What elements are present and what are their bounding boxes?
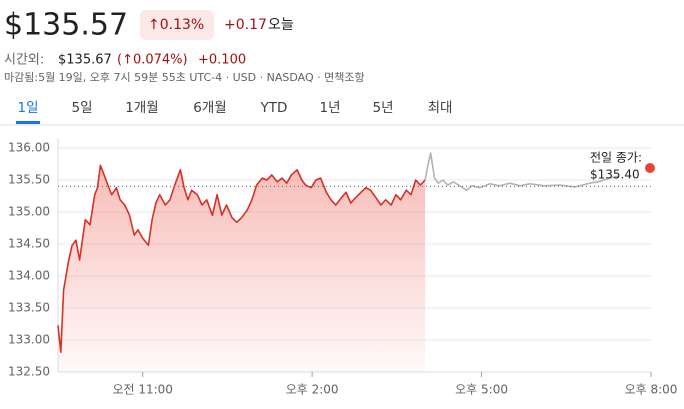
y-tick-label: 134.00 [8, 269, 50, 283]
x-tick-label: 오전 11:00 [112, 383, 172, 397]
y-tick-label: 133.00 [8, 333, 50, 347]
y-tick-label: 136.00 [8, 141, 50, 155]
after-hours-label: 시간외: [4, 53, 44, 68]
change-period: 오늘 [268, 17, 294, 33]
after-hours-change-percent: (↑0.074%) [117, 53, 188, 68]
after-hours-change: +0.100 [198, 53, 246, 68]
live-dot [645, 163, 655, 173]
after-hours-price: $135.67 [58, 53, 112, 68]
y-tick-label: 135.00 [8, 205, 50, 219]
price: $135.57 [4, 8, 128, 43]
tab[interactable]: 5일 [71, 100, 92, 116]
tab[interactable]: 1년 [319, 100, 340, 116]
tab-underline [16, 121, 40, 124]
previous-close-value: $135.40 [590, 168, 640, 182]
y-tick-label: 134.50 [8, 237, 50, 251]
x-tick-label: 오후 8:00 [625, 383, 678, 397]
y-tick-label: 133.50 [8, 301, 50, 315]
area-fill [58, 165, 426, 372]
tab[interactable]: 1일 [17, 100, 38, 116]
tab[interactable]: 5년 [372, 100, 393, 116]
tab[interactable]: YTD [260, 100, 288, 116]
change-badge [140, 10, 214, 40]
change-percent: ↑0.13% [148, 17, 204, 33]
status: 마감됨:5월 19일, 오후 7시 59분 55초 UTC-4 · USD · … [4, 70, 365, 84]
price-line [57, 164, 426, 353]
change: +0.17 [224, 17, 267, 33]
tab[interactable]: 1개월 [125, 100, 158, 116]
tab[interactable]: 최대 [428, 100, 453, 116]
y-tick-label: 132.50 [8, 365, 50, 379]
x-tick-label: 오후 5:00 [455, 383, 508, 397]
previous-close-label: 전일 종가: [590, 151, 642, 165]
price-line [424, 152, 619, 191]
tab[interactable]: 6개월 [193, 100, 226, 116]
x-tick-label: 오후 2:00 [286, 383, 339, 397]
y-tick-label: 135.50 [8, 173, 50, 187]
